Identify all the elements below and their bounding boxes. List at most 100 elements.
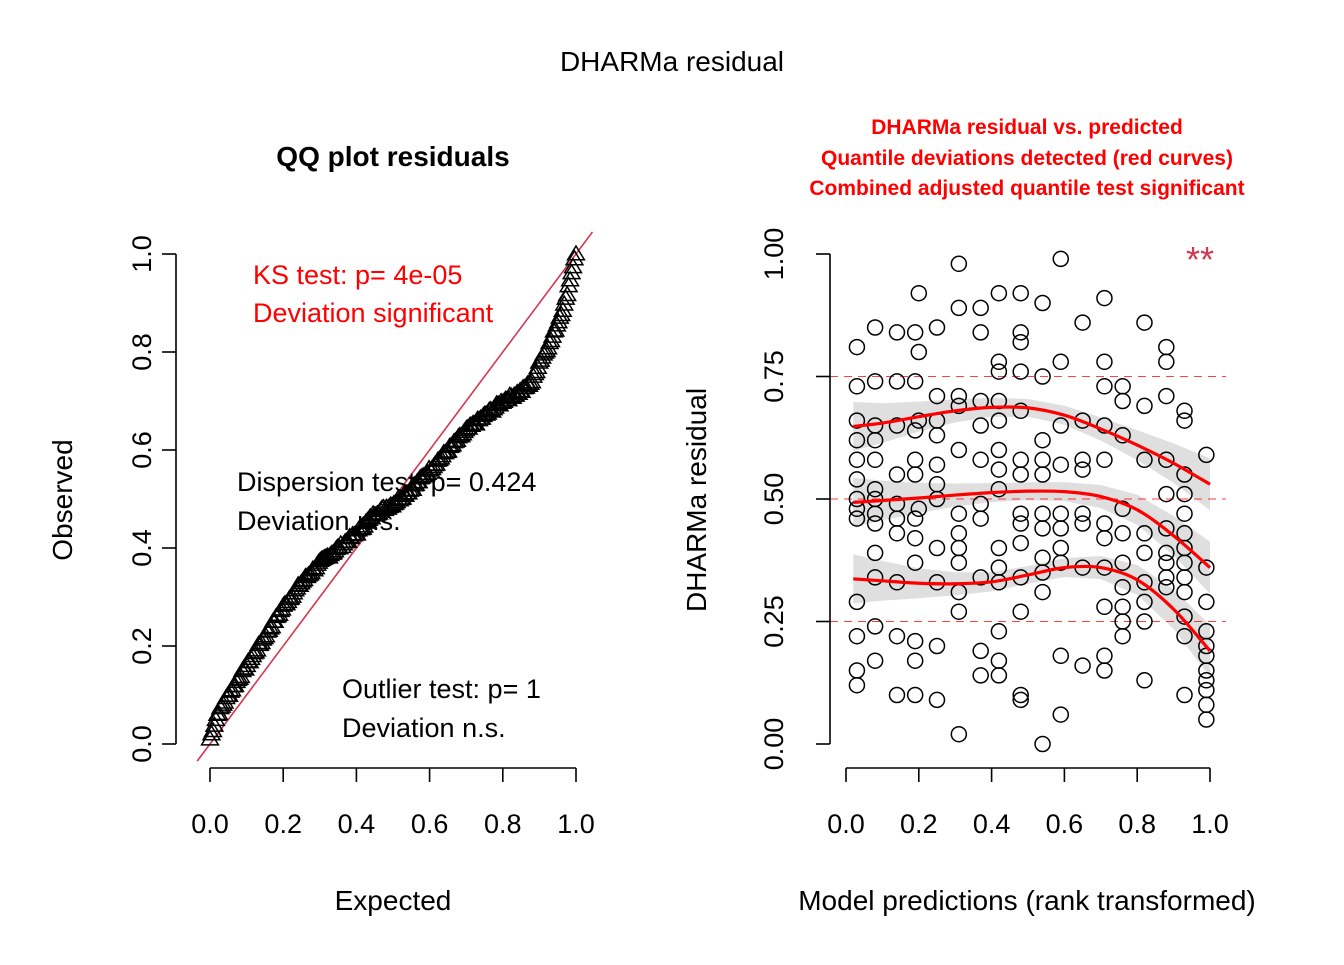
res-x-tick-label: 1.0 [1191, 809, 1229, 839]
res-point [866, 319, 884, 336]
main-title: DHARMa residual [560, 46, 784, 77]
res-point [990, 667, 1008, 684]
quantile-confidence-bands [853, 397, 1210, 677]
res-point [888, 686, 906, 704]
outlier-test-text: Outlier test: p= 1 [342, 674, 541, 704]
qq-point [554, 294, 574, 311]
qq-x-tick-label: 0.4 [338, 809, 376, 839]
res-point [1052, 539, 1070, 557]
dispersion-deviation-text: Deviation n.s. [237, 506, 401, 536]
res-point [1096, 662, 1113, 679]
res-point [1158, 387, 1175, 405]
res-point [1074, 505, 1091, 522]
res-point [972, 667, 989, 684]
qq-x-tick-label: 0.6 [411, 809, 449, 839]
res-point [1158, 520, 1175, 537]
qq-point [526, 362, 547, 379]
res-point [1158, 554, 1175, 571]
res-point [928, 539, 946, 557]
qq-point [561, 263, 582, 280]
res-point [1176, 686, 1193, 704]
res-x-tick-label: 0.0 [827, 809, 865, 839]
res-point [972, 417, 989, 434]
res-point [866, 505, 884, 522]
res-point [1176, 608, 1193, 625]
res-point [1034, 520, 1051, 537]
res-point [1136, 314, 1153, 331]
res-point [928, 637, 946, 655]
res-point [1096, 378, 1113, 395]
res-point [1052, 554, 1070, 571]
res-point [950, 387, 968, 405]
significance-mark: ** [1186, 239, 1214, 280]
res-point [1012, 686, 1029, 704]
res-point [1052, 520, 1070, 537]
res-point [1176, 627, 1193, 645]
res-point [928, 691, 946, 709]
res-point [906, 554, 924, 571]
qq-xlabel: Expected [335, 885, 452, 916]
res-point [1074, 412, 1091, 429]
res-point [1136, 574, 1153, 591]
res-point [1034, 368, 1051, 385]
res-point [1198, 637, 1215, 655]
quantile-curve [853, 405, 1211, 486]
res-point [848, 471, 866, 488]
residual-plot-panel: DHARMa residual vs. predicted Quantile d… [681, 116, 1256, 916]
res-point [972, 642, 989, 660]
res-point [906, 422, 924, 439]
res-point [950, 255, 968, 273]
res-x-tick-label: 0.8 [1118, 809, 1156, 839]
res-point [1052, 353, 1070, 371]
res-point [848, 431, 866, 449]
res-title-line3: Combined adjusted quantile test signific… [809, 177, 1244, 200]
ks-deviation-text: Deviation significant [253, 298, 494, 328]
res-point [990, 480, 1008, 498]
res-point [848, 338, 866, 356]
quantile-curve [853, 564, 1212, 652]
res-point [1136, 672, 1153, 689]
res-point [928, 387, 946, 405]
res-title-line2: Quantile deviations detected (red curves… [821, 147, 1233, 170]
res-point [950, 525, 968, 542]
res-point [1012, 466, 1029, 483]
res-point [888, 627, 906, 645]
res-point [848, 662, 866, 679]
res-point [888, 525, 906, 542]
res-points [848, 250, 1215, 753]
res-x-tick-label: 0.4 [973, 809, 1011, 839]
qq-point [545, 320, 566, 337]
res-point [906, 652, 924, 669]
res-point [848, 378, 866, 395]
res-axes [816, 253, 1211, 782]
res-point [1096, 417, 1113, 434]
res-point [950, 299, 968, 317]
res-point [1176, 505, 1193, 522]
res-point [906, 466, 924, 483]
qq-y-tick-label: 0.6 [127, 431, 157, 469]
res-point [950, 603, 968, 620]
res-point [866, 431, 884, 449]
res-point [1052, 647, 1070, 665]
res-point [950, 441, 968, 459]
qq-ylabel: Observed [47, 439, 78, 560]
res-point [848, 676, 866, 694]
qq-point [203, 721, 223, 738]
res-point [1012, 603, 1029, 620]
res-point [1114, 578, 1131, 596]
qq-point [557, 285, 577, 302]
res-point [866, 544, 884, 562]
res-point [950, 505, 968, 522]
res-point [1198, 681, 1215, 699]
qq-y-tick-label: 1.0 [127, 235, 157, 273]
res-point [1034, 466, 1051, 483]
res-point [1158, 578, 1175, 596]
res-point [928, 427, 946, 444]
qq-point [204, 715, 225, 732]
qq-x-tick-label: 0.8 [484, 809, 522, 839]
res-point [1114, 627, 1131, 645]
res-point [990, 539, 1008, 557]
res-point [848, 451, 866, 469]
res-point [990, 441, 1008, 459]
res-point [990, 652, 1008, 669]
